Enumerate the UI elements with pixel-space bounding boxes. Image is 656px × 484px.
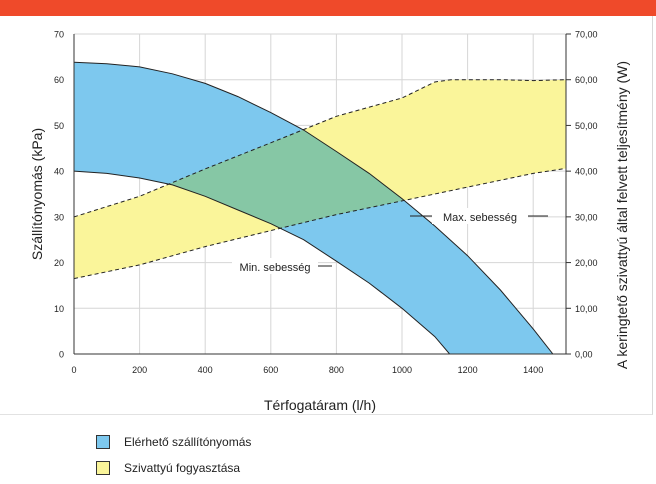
y2-tick-label: 50,00 xyxy=(575,121,598,131)
y-tick-label: 70 xyxy=(54,30,64,40)
x-tick-label: 400 xyxy=(198,365,213,375)
consumption-min-line xyxy=(74,167,566,280)
y-tick-label: 30 xyxy=(54,212,64,222)
header-bar xyxy=(0,0,656,16)
y2-tick-label: 70,00 xyxy=(575,30,598,40)
y2-tick-label: 10,00 xyxy=(575,304,598,314)
x-tick-label: 1400 xyxy=(523,365,543,375)
y-tick-label: 60 xyxy=(54,75,64,85)
y-tick-label: 50 xyxy=(54,121,64,131)
x-tick-label: 200 xyxy=(132,365,147,375)
axes xyxy=(73,34,567,355)
legend-swatch-consumption xyxy=(96,461,110,475)
y-tick-label: 0 xyxy=(59,350,64,360)
x-tick-label: 1000 xyxy=(392,365,412,375)
tick-labels: 0 10 20 30 40 50 60 70 0,00 10,00 20,00 30,00 40,00 5… xyxy=(54,30,598,376)
y-axis-title: Szállítónyomás (kPa) xyxy=(29,128,45,260)
y-tick-label: 10 xyxy=(54,304,64,314)
y2-tick-label: 60,00 xyxy=(575,75,598,85)
min-speed-label: Min. sebesség xyxy=(240,262,311,274)
legend-item-consumption: Szivattyú fogyasztása xyxy=(96,461,240,475)
y2-axis-title: A keringtető szivattyú által felvett tel… xyxy=(614,61,630,369)
y-tick-label: 40 xyxy=(54,167,64,177)
x-tick-label: 800 xyxy=(329,365,344,375)
legend-label-pressure: Elérhető szállítónyomás xyxy=(124,435,252,449)
max-speed-label-bg xyxy=(432,208,528,224)
min-speed-label-bg xyxy=(232,258,318,274)
y2-tick-label: 20,00 xyxy=(575,258,598,268)
y2-tick-label: 40,00 xyxy=(575,167,598,177)
y2-tick-label: 30,00 xyxy=(575,212,598,222)
chart-panel xyxy=(0,16,653,415)
x-tick-label: 1200 xyxy=(458,365,478,375)
max-speed-label: Max. sebesség xyxy=(443,212,517,224)
y2-tick-label: 0,00 xyxy=(575,350,593,360)
pressure-max-line xyxy=(74,61,554,354)
y-tick-label: 20 xyxy=(54,258,64,268)
pressure-min-line xyxy=(74,170,450,354)
pump-performance-chart: 0 10 20 30 40 50 60 70 0,00 10,00 20,00 30,00 40,00 5… xyxy=(29,30,630,414)
x-tick-label: 0 xyxy=(71,365,76,375)
x-tick-label: 600 xyxy=(263,365,278,375)
x-axis-title: Térfogatáram (l/h) xyxy=(264,397,376,413)
legend-swatch-pressure xyxy=(96,435,110,449)
legend-item-pressure: Elérhető szállítónyomás xyxy=(96,435,251,449)
legend-label-consumption: Szivattyú fogyasztása xyxy=(124,461,241,475)
consumption-max-line xyxy=(74,79,566,218)
